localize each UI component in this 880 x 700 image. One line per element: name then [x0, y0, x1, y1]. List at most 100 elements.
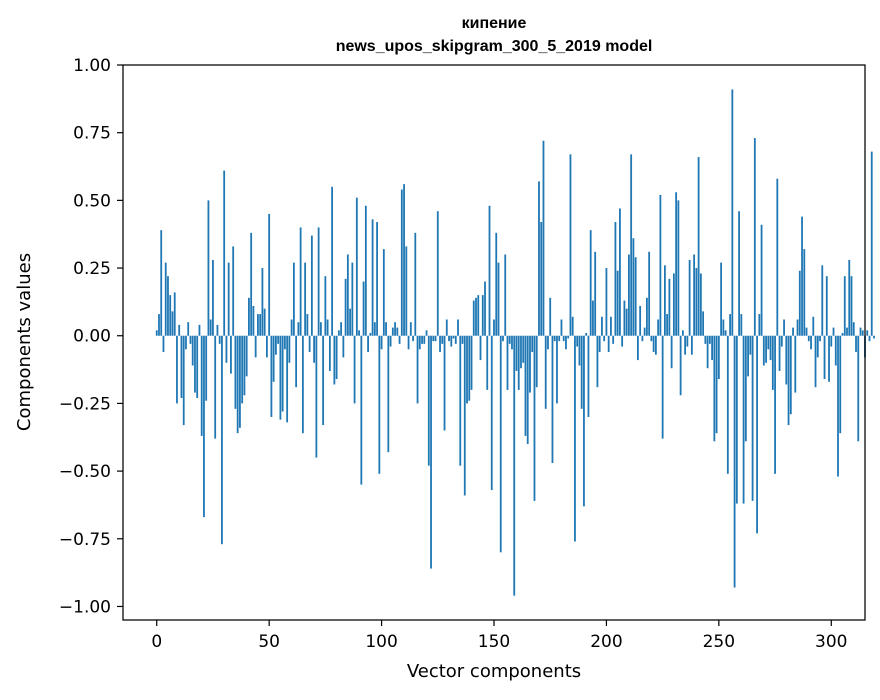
bar-component-64: [299, 227, 302, 336]
bar-component-94: [367, 335, 369, 352]
bar-component-163: [522, 335, 525, 363]
bar-component-231: [675, 192, 678, 336]
bar-component-168: [533, 335, 536, 501]
bar-component-124: [434, 335, 437, 342]
bar-component-145: [481, 295, 484, 336]
bar-component-119: [423, 335, 426, 344]
bar-component-27: [216, 324, 219, 336]
bar-component-190: [583, 335, 585, 507]
bar-component-264: [749, 335, 752, 355]
bar-component-15: [189, 335, 192, 344]
bar-component-244: [704, 335, 707, 344]
bar-component-235: [684, 335, 687, 355]
bar-component-5: [167, 276, 169, 336]
bar-component-134: [457, 319, 459, 336]
bar-component-283: [792, 327, 794, 336]
bar-component-226: [663, 265, 666, 336]
bar-component-109: [400, 189, 403, 336]
bar-component-48: [263, 308, 266, 336]
bar-component-55: [279, 335, 282, 420]
bar-component-65: [301, 335, 304, 434]
bar-component-253: [724, 330, 727, 336]
bar-component-86: [349, 308, 351, 336]
bar-component-91: [360, 335, 363, 485]
bar-component-195: [594, 251, 597, 336]
x-axis-label: Vector components: [407, 661, 581, 682]
bar-component-255: [729, 314, 731, 336]
bar-component-240: [695, 268, 698, 336]
bar-component-159: [513, 335, 516, 596]
bar-component-201: [607, 335, 610, 352]
bar-component-21: [203, 335, 205, 518]
bar-component-76: [326, 319, 329, 336]
bar-component-0: [155, 330, 158, 336]
bar-component-222: [654, 335, 657, 355]
bar-component-132: [452, 335, 455, 339]
bar-component-141: [472, 300, 475, 336]
bar-component-35: [234, 335, 237, 409]
bar-component-121: [427, 335, 430, 466]
bar-component-178: [556, 335, 558, 404]
bar-component-212: [632, 238, 635, 336]
bar-component-170: [538, 181, 540, 336]
bar-component-89: [355, 197, 358, 336]
y-tick-label: 1.00: [73, 56, 111, 76]
bar-component-281: [787, 335, 790, 426]
bar-component-112: [407, 335, 410, 350]
bar-component-107: [396, 327, 399, 336]
bar-component-97: [373, 322, 376, 336]
bar-component-129: [445, 319, 448, 336]
bar-component-277: [778, 335, 781, 371]
bar-component-118: [421, 335, 423, 344]
bar-component-87: [351, 262, 354, 336]
bar-component-140: [470, 335, 473, 390]
bar-component-227: [666, 314, 669, 336]
x-tick-label: 50: [258, 632, 280, 652]
bar-component-67: [306, 314, 309, 336]
bar-component-187: [576, 335, 579, 347]
bar-component-217: [643, 327, 646, 336]
bar-component-208: [623, 300, 626, 336]
bar-component-47: [261, 268, 264, 336]
bar-component-312: [857, 335, 860, 442]
bar-component-144: [479, 335, 482, 361]
bar-component-80: [335, 335, 338, 380]
bar-component-172: [542, 140, 545, 336]
bar-component-299: [828, 335, 830, 382]
bar-component-258: [735, 335, 738, 504]
bar-component-133: [454, 335, 457, 344]
bar-component-169: [535, 335, 538, 388]
bar-component-115: [414, 232, 417, 336]
bar-component-161: [517, 335, 520, 390]
bar-component-10: [178, 324, 181, 336]
bar-component-75: [324, 276, 327, 336]
bar-component-249: [715, 335, 718, 434]
bar-component-158: [511, 335, 513, 350]
chart-title: кипение: [462, 15, 527, 32]
bar-component-1: [158, 314, 160, 336]
y-tick-label: −0.25: [59, 394, 111, 414]
bar-component-268: [758, 314, 761, 336]
bar-component-106: [394, 322, 396, 336]
bar-component-263: [747, 335, 749, 377]
bar-component-314: [861, 330, 864, 336]
bar-component-38: [241, 335, 244, 404]
bar-component-123: [432, 335, 435, 342]
bar-component-307: [846, 327, 848, 336]
bar-component-98: [376, 222, 378, 336]
bar-component-259: [738, 211, 740, 336]
bar-component-53: [275, 335, 277, 355]
bar-component-13: [185, 335, 187, 350]
bar-component-81: [337, 330, 340, 336]
y-tick-label: 0.50: [73, 191, 111, 211]
bar-component-286: [798, 270, 801, 336]
y-tick-label: 0.75: [73, 124, 111, 144]
x-tick-label: 0: [151, 632, 162, 652]
bar-component-273: [769, 335, 772, 361]
bar-component-185: [571, 316, 574, 336]
bar-component-269: [760, 224, 763, 336]
bar-component-18: [196, 335, 199, 398]
bar-component-39: [243, 335, 246, 396]
bar-component-50: [268, 213, 271, 336]
